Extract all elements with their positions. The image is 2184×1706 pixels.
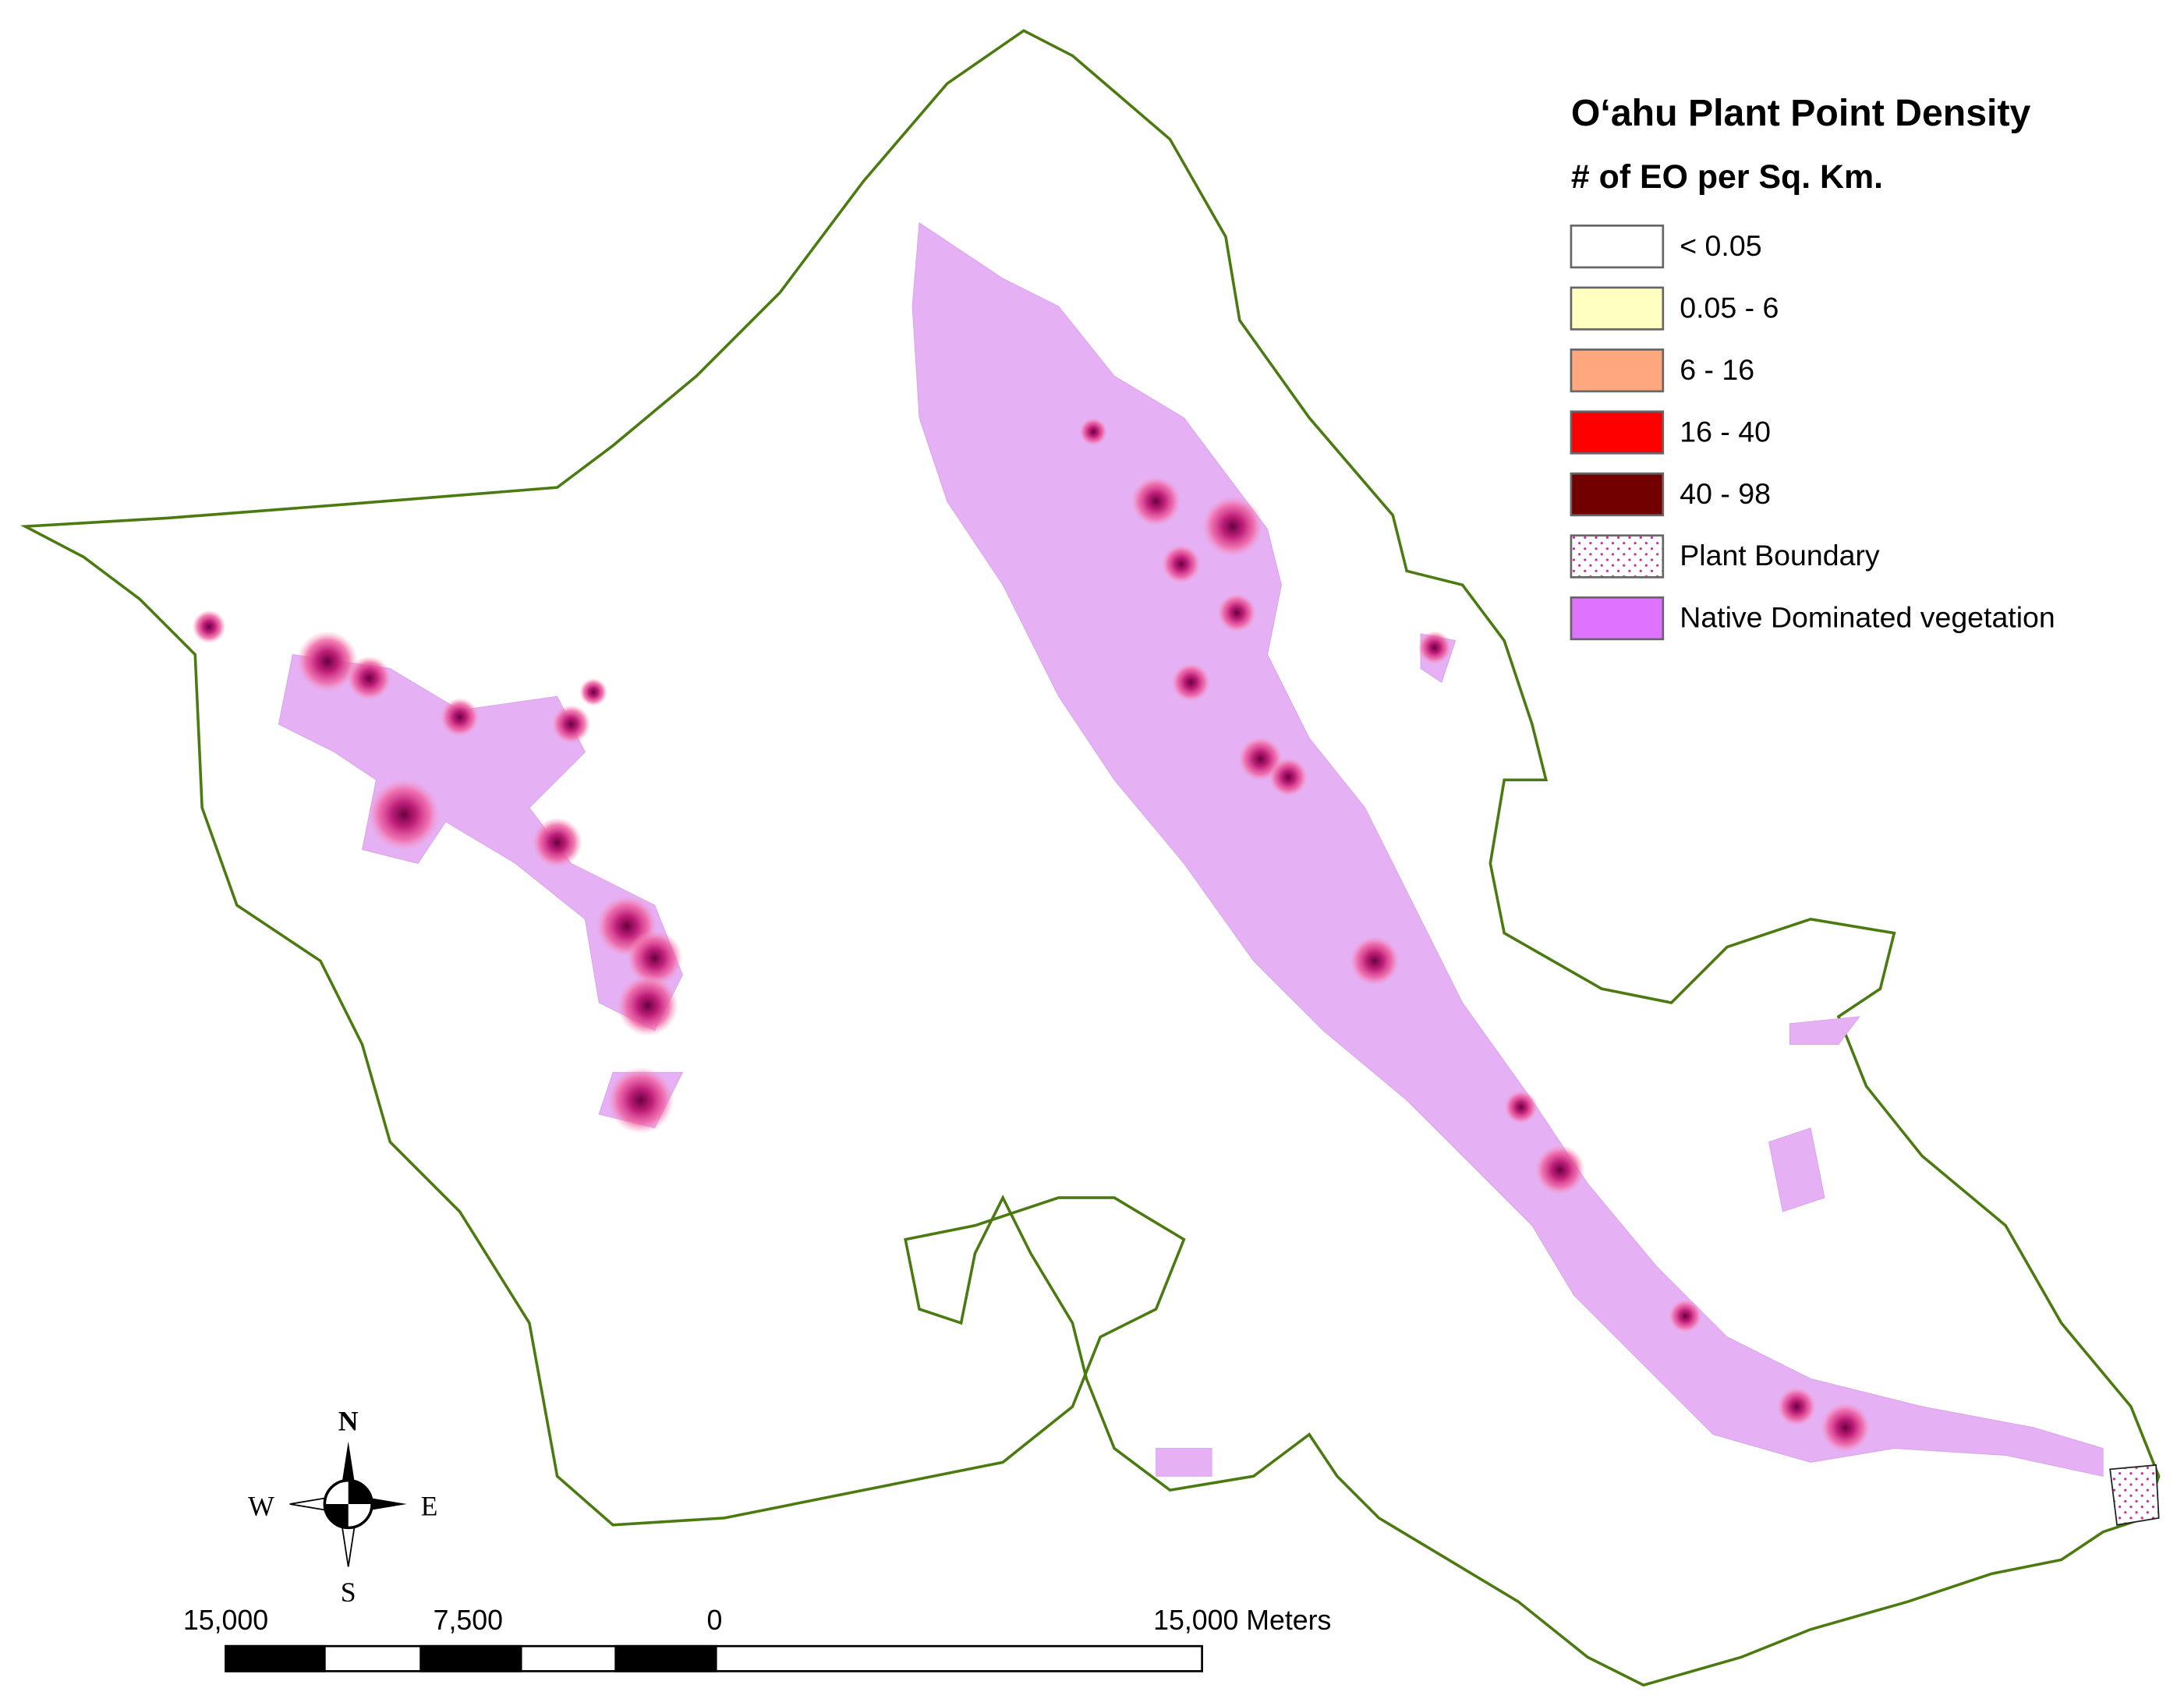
scale-label: 15,000 Meters xyxy=(1153,1605,1331,1636)
legend-swatch xyxy=(1570,286,1665,331)
compass-east: E xyxy=(421,1490,438,1521)
compass-north: N xyxy=(338,1405,359,1436)
legend-swatch xyxy=(1570,534,1665,579)
legend-swatch xyxy=(1570,472,1665,517)
legend-subtitle: # of EO per Sq. Km. xyxy=(1571,158,1883,196)
legend-label: < 0.05 xyxy=(1680,229,1761,262)
scale-labels: 15,000 7,500 0 15,000 Meters xyxy=(183,1605,1332,1636)
island-outline xyxy=(19,29,2161,1687)
legend-swatch xyxy=(1570,225,1665,269)
density-hotspots xyxy=(192,417,1871,1453)
scale-bar xyxy=(225,1644,1203,1672)
compass-south: S xyxy=(341,1577,356,1608)
legend-title: O‘ahu Plant Point Density xyxy=(1571,92,2031,134)
plant-boundary xyxy=(2109,1464,2160,1526)
legend-label: 0.05 - 6 xyxy=(1680,291,1779,324)
scale-label: 0 xyxy=(707,1605,723,1636)
scale-label: 7,500 xyxy=(434,1605,503,1636)
legend-label: Plant Boundary xyxy=(1680,539,1880,572)
legend-swatch xyxy=(1570,348,1665,393)
scale-label: 15,000 xyxy=(183,1605,268,1636)
legend-label: 6 - 16 xyxy=(1680,353,1754,386)
legend-swatch xyxy=(1570,596,1665,641)
compass-west: W xyxy=(248,1490,274,1521)
legend: < 0.05 0.05 - 6 6 - 16 16 - 40 40 - 98 Plant … xyxy=(1570,225,2055,641)
legend-label: 16 - 40 xyxy=(1680,415,1771,448)
compass: N S E W xyxy=(248,1405,437,1608)
legend-label: 40 - 98 xyxy=(1680,477,1771,510)
legend-label: Native Dominated vegetation xyxy=(1680,601,2055,634)
legend-swatch xyxy=(1570,410,1665,455)
